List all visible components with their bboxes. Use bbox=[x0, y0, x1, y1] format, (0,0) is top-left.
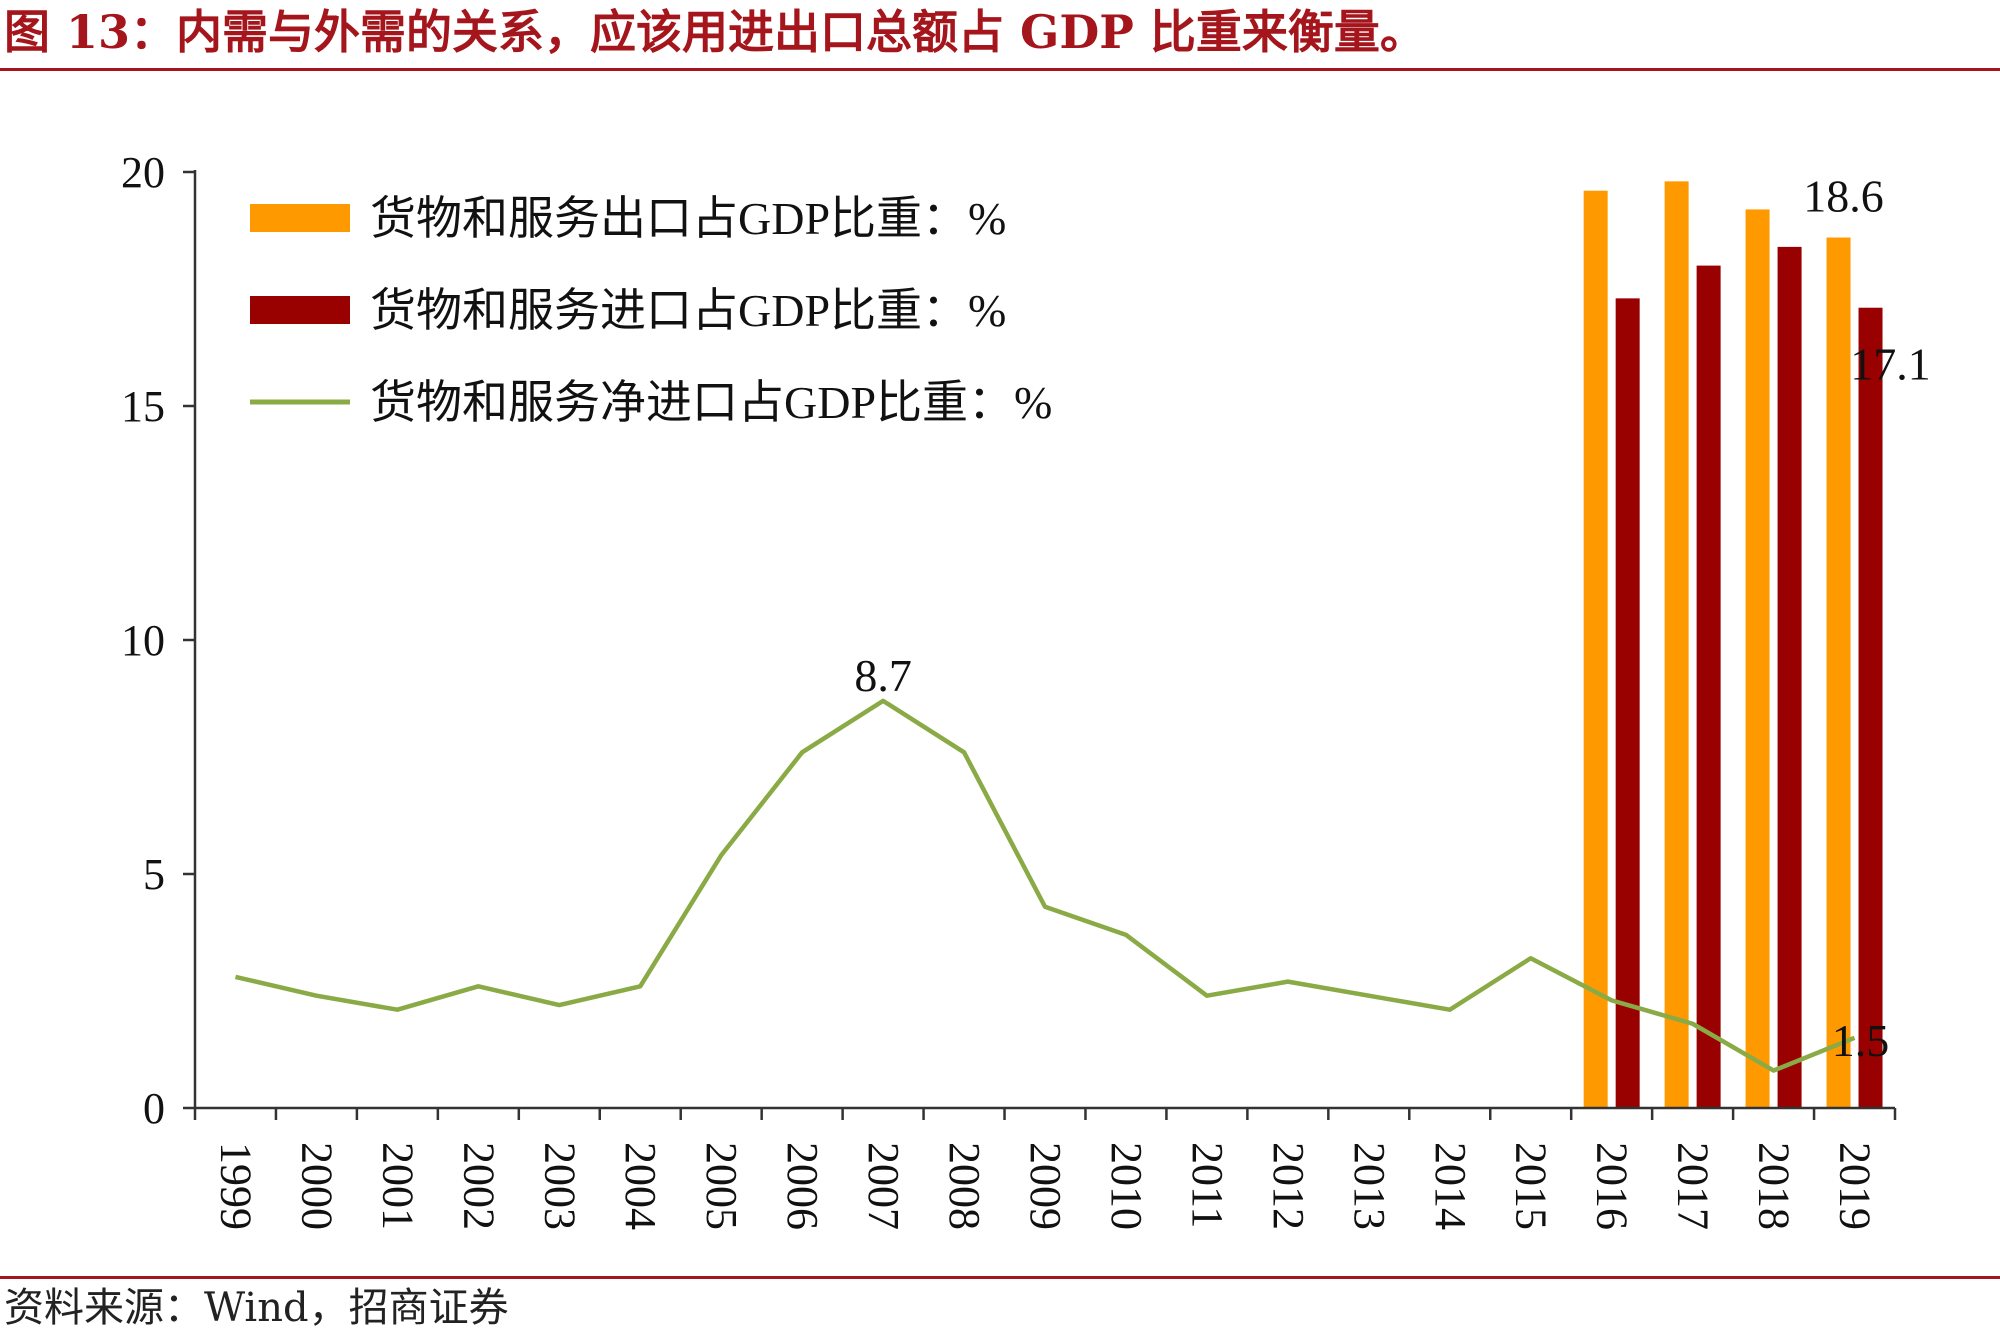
import-bar-2016 bbox=[1615, 298, 1640, 1108]
export-bar-2017 bbox=[1664, 181, 1689, 1109]
x-tick-label-2010: 2010 bbox=[1102, 1142, 1151, 1230]
data-label-18.6: 18.6 bbox=[1803, 171, 1884, 222]
line-layer bbox=[234, 698, 1856, 1073]
x-tick-label-2014: 2014 bbox=[1426, 1142, 1475, 1230]
x-tick-label-2016: 2016 bbox=[1588, 1142, 1637, 1230]
x-tick-label-2007: 2007 bbox=[859, 1142, 908, 1230]
x-tick-label-2004: 2004 bbox=[616, 1142, 665, 1230]
x-tick-label-2019: 2019 bbox=[1831, 1142, 1880, 1230]
x-tick-label-1999: 1999 bbox=[211, 1142, 260, 1230]
chart-title: 图 13：内需与外需的关系，应该用进出口总额占 GDP 比重来衡量。 bbox=[4, 5, 1426, 59]
export-bar-2016 bbox=[1583, 190, 1608, 1109]
legend-swatch-0 bbox=[250, 204, 350, 232]
x-tick-label-2009: 2009 bbox=[1021, 1142, 1070, 1230]
source-rule bbox=[0, 1276, 2000, 1279]
x-tick-label-2002: 2002 bbox=[454, 1142, 503, 1230]
bars-layer bbox=[1583, 181, 1883, 1109]
export-bar-2018 bbox=[1745, 209, 1770, 1108]
title-rule bbox=[0, 68, 2000, 71]
import-bar-2019 bbox=[1858, 307, 1883, 1109]
import-bar-2018 bbox=[1777, 246, 1802, 1108]
x-tick-label-2018: 2018 bbox=[1750, 1142, 1799, 1230]
data-label-8.7: 8.7 bbox=[854, 650, 912, 701]
x-tick-label-2000: 2000 bbox=[292, 1142, 341, 1230]
x-tick-label-2008: 2008 bbox=[940, 1142, 989, 1230]
axes-layer: 0 5 10 15 20 1999 2000 2001 2002 2003 2004 2005 2006… bbox=[121, 148, 1897, 1230]
x-tick-label-2005: 2005 bbox=[697, 1142, 746, 1230]
annotations-layer: 18.6 17.1 8.7 1.5 bbox=[854, 171, 1930, 1066]
export-bar-2019 bbox=[1826, 237, 1851, 1108]
source-note: 资料来源：Wind，招商证券 bbox=[4, 1285, 509, 1331]
x-tick-label-2011: 2011 bbox=[1183, 1142, 1232, 1228]
import-bar-2017 bbox=[1696, 265, 1721, 1109]
x-tick-label-2003: 2003 bbox=[535, 1142, 584, 1230]
x-tick-label-2015: 2015 bbox=[1507, 1142, 1556, 1230]
x-tick-label-2017: 2017 bbox=[1669, 1142, 1718, 1230]
net-import-line bbox=[234, 698, 1856, 1073]
y-tick-label-0: 0 bbox=[143, 1084, 165, 1133]
legend-label-1: 货物和服务进口占GDP比重：% bbox=[370, 285, 1006, 336]
y-tick-label-20: 20 bbox=[121, 148, 165, 197]
x-tick-label-2006: 2006 bbox=[778, 1142, 827, 1230]
x-tick-label-2012: 2012 bbox=[1264, 1142, 1313, 1230]
legend-label-0: 货物和服务出口占GDP比重：% bbox=[370, 193, 1006, 244]
data-label-1.5: 1.5 bbox=[1832, 1015, 1890, 1066]
data-label-17.1: 17.1 bbox=[1850, 339, 1931, 390]
x-tick-label-2013: 2013 bbox=[1345, 1142, 1394, 1230]
legend-swatch-1 bbox=[250, 296, 350, 324]
legend-label-2: 货物和服务净进口占GDP比重：% bbox=[370, 377, 1052, 428]
y-tick-label-5: 5 bbox=[143, 850, 165, 899]
x-tick-label-2001: 2001 bbox=[373, 1142, 422, 1230]
y-tick-label-15: 15 bbox=[121, 382, 165, 431]
y-tick-label-10: 10 bbox=[121, 616, 165, 665]
legend: 货物和服务出口占GDP比重：% 货物和服务进口占GDP比重：% 货物和服务净进口占G… bbox=[250, 193, 1052, 428]
